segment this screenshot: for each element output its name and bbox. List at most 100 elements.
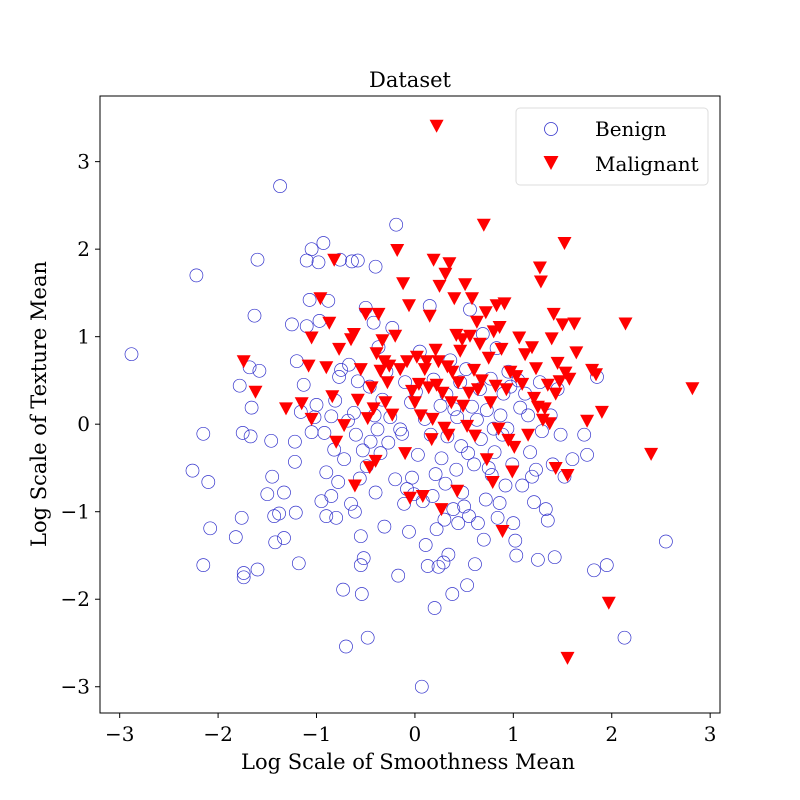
benign-point [362, 379, 377, 394]
benign-point [391, 568, 406, 583]
malignant-point [507, 440, 522, 454]
benign-point [196, 426, 211, 441]
benign-point [247, 308, 262, 323]
benign-point [228, 530, 243, 544]
x-tick-label: 2 [605, 722, 618, 746]
malignant-point [492, 321, 507, 334]
malignant-point [594, 405, 609, 419]
malignant-point [415, 490, 430, 503]
benign-point [470, 412, 484, 427]
benign-point [196, 558, 211, 572]
benign-point [659, 534, 673, 549]
benign-point [264, 433, 279, 448]
benign-point [531, 552, 545, 567]
benign-point [363, 434, 378, 449]
benign-point [368, 485, 383, 500]
malignant-point [557, 237, 572, 250]
benign-point [436, 555, 451, 570]
malignant-point [527, 391, 541, 405]
malignant-point [378, 396, 393, 410]
series-malignant [236, 119, 700, 665]
malignant-point [442, 257, 457, 271]
benign-point [336, 582, 350, 597]
malignant-point [360, 412, 375, 426]
benign-point [377, 519, 392, 534]
benign-point [203, 521, 218, 536]
benign-point [398, 375, 412, 390]
malignant-point [463, 329, 477, 343]
malignant-point [685, 382, 700, 396]
malignant-point [347, 479, 362, 493]
benign-point [395, 426, 409, 441]
malignant-point [456, 399, 471, 413]
malignant-point [248, 385, 263, 399]
benign-point [397, 496, 411, 511]
benign-point [265, 469, 280, 484]
malignant-point [525, 341, 539, 355]
benign-point [434, 451, 449, 466]
malignant-point [319, 361, 334, 375]
malignant-point [400, 355, 414, 369]
malignant-point [422, 309, 437, 323]
benign-point [577, 427, 592, 442]
benign-point [446, 502, 461, 516]
malignant-point [546, 307, 561, 321]
benign-point [124, 347, 139, 362]
malignant-point [601, 596, 616, 610]
benign-point [506, 516, 521, 530]
benign-point [350, 253, 365, 268]
malignant-point [425, 412, 440, 426]
plot-frame [99, 95, 721, 714]
malignant-point [445, 365, 460, 379]
benign-point [553, 427, 568, 442]
malignant-point [329, 435, 344, 449]
benign-point [236, 566, 251, 580]
benign-point [373, 446, 388, 460]
malignant-point [428, 343, 443, 357]
malignant-point [444, 396, 459, 410]
benign-point [332, 370, 346, 384]
malignant-point [478, 306, 493, 320]
benign-point [490, 510, 505, 525]
benign-point [476, 532, 491, 547]
malignant-point [467, 363, 481, 377]
benign-point [478, 492, 493, 507]
benign-point [360, 630, 375, 645]
malignant-point [535, 413, 550, 427]
malignant-point [424, 433, 439, 447]
malignant-point [396, 277, 411, 291]
malignant-point [569, 346, 584, 360]
malignant-point [366, 402, 381, 416]
malignant-point [301, 359, 316, 373]
malignant-point [548, 387, 563, 401]
benign-point [366, 315, 381, 330]
malignant-point [279, 402, 293, 416]
malignant-point [455, 333, 470, 347]
x-tick-label: 0 [409, 722, 422, 746]
malignant-point [509, 370, 524, 384]
benign-point [252, 363, 267, 378]
benign-point [471, 516, 485, 530]
axis-ticks: −3 −2 −1 0 1 2 3 −3 −2 −1 0 1 2 3 [61, 150, 717, 746]
benign-point [288, 505, 303, 520]
malignant-point [495, 525, 510, 538]
malignant-point [382, 359, 397, 373]
benign-point [492, 496, 507, 510]
malignant-point [488, 379, 503, 393]
malignant-point [458, 278, 473, 292]
benign-point [250, 252, 265, 267]
malignant-point [537, 402, 552, 416]
benign-point [331, 475, 346, 489]
benign-point [345, 254, 359, 269]
malignant-point [476, 218, 491, 232]
malignant-point [388, 329, 403, 343]
benign-point [461, 446, 475, 460]
malignant-point [548, 462, 563, 475]
malignant-point [491, 422, 506, 436]
malignant-point [532, 261, 547, 275]
malignant-point [451, 376, 466, 390]
benign-point [353, 558, 368, 572]
malignant-point [447, 292, 462, 306]
benign-point [389, 217, 404, 232]
benign-point [260, 487, 275, 502]
